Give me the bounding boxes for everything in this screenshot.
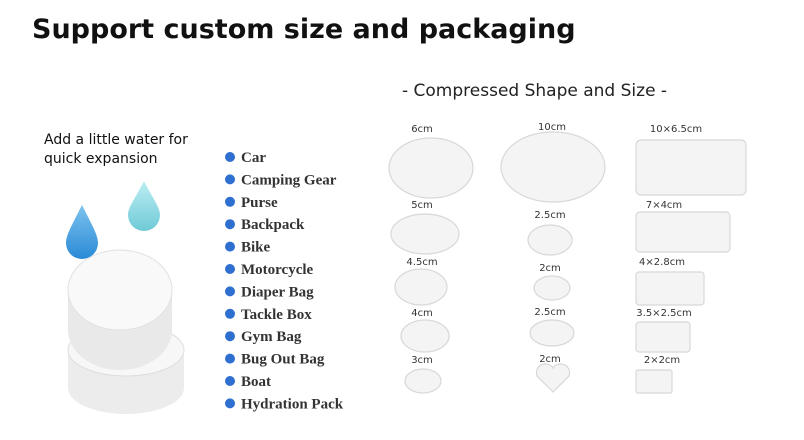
size-label: 10cm (538, 122, 566, 133)
bullet (225, 174, 235, 185)
bullet (225, 376, 235, 386)
tablet (533, 275, 571, 301)
tablet (535, 363, 571, 393)
use-item: Motorcycle (241, 262, 314, 278)
tablet (394, 268, 448, 306)
bullet (225, 241, 235, 252)
tablet (635, 271, 705, 306)
use-item: Boat (241, 374, 271, 390)
use-item: Camping Gear (241, 172, 337, 188)
bullet (225, 196, 235, 207)
size-label: 2cm (539, 354, 561, 365)
bullet (225, 152, 235, 162)
tablet (635, 211, 731, 253)
size-label: 4cm (411, 308, 433, 319)
size-label: 2cm (539, 263, 561, 274)
use-item: Backpack (241, 217, 305, 233)
tablet (400, 319, 450, 353)
bullet (225, 308, 235, 319)
use-item: Bug Out Bag (241, 352, 325, 368)
title: Support custom size and packaging (32, 14, 576, 45)
tablet (388, 137, 474, 199)
note-line: quick expansion (44, 151, 158, 167)
size-label: 2.5cm (534, 307, 565, 318)
bullet (225, 398, 235, 409)
size-label: 5cm (411, 200, 433, 211)
size-label: 4×2.8cm (639, 257, 685, 268)
tablet (635, 321, 691, 353)
size-label: 10×6.5cm (650, 124, 702, 135)
size-label: 3cm (411, 355, 433, 366)
use-item: Hydration Pack (241, 396, 344, 412)
bullet (225, 286, 235, 297)
tablet (529, 319, 575, 347)
size-label: 4.5cm (406, 257, 437, 268)
use-item: Car (241, 150, 266, 166)
tablet (635, 369, 673, 394)
tablet (390, 213, 460, 255)
illustration (66, 181, 185, 414)
bullet (225, 331, 235, 342)
size-label: 6cm (411, 124, 433, 135)
tablet (635, 139, 747, 196)
size-label: 3.5×2.5cm (636, 308, 691, 319)
bullet (225, 219, 235, 230)
shapes-title: - Compressed Shape and Size - (402, 81, 667, 101)
use-item: Tackle Box (241, 307, 312, 323)
bullet (225, 264, 235, 274)
tablet (500, 131, 606, 203)
note-line: Add a little water for (44, 132, 188, 148)
use-item: Bike (241, 240, 271, 256)
bullet (225, 353, 235, 364)
tablet (404, 368, 442, 394)
size-label: 7×4cm (646, 200, 682, 211)
use-item: Diaper Bag (241, 284, 314, 300)
use-item: Gym Bag (241, 329, 302, 345)
size-label: 2×2cm (644, 355, 680, 366)
uses-list: Car Camping Gear Purse Backpack Bike Motorcyc… (225, 150, 344, 412)
use-item: Purse (241, 195, 278, 211)
tablet (527, 224, 573, 256)
size-label: 2.5cm (534, 210, 565, 221)
